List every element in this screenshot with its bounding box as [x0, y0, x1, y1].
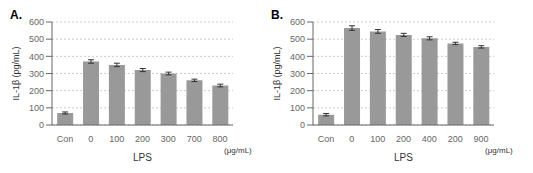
svg-text:100: 100 — [109, 134, 124, 144]
svg-text:500: 500 — [29, 34, 44, 44]
svg-text:200: 200 — [290, 86, 305, 96]
svg-text:200: 200 — [448, 134, 463, 144]
svg-text:0: 0 — [349, 134, 354, 144]
html-text:B.: B. — [271, 8, 283, 22]
svg-text:700: 700 — [187, 134, 202, 144]
svg-text:800: 800 — [213, 134, 228, 144]
svg-text:Con: Con — [57, 134, 74, 144]
svg-text:IL-1β (pg/mL): IL-1β (pg/mL) — [272, 46, 282, 100]
svg-text:(μg/mL): (μg/mL) — [224, 146, 252, 155]
svg-text:300: 300 — [290, 69, 305, 79]
svg-text:500: 500 — [290, 34, 305, 44]
svg-text:400: 400 — [422, 134, 437, 144]
html-text:A.: A. — [10, 8, 22, 22]
svg-text:200: 200 — [135, 134, 150, 144]
svg-text:300: 300 — [161, 134, 176, 144]
svg-text:100: 100 — [29, 103, 44, 113]
svg-text:200: 200 — [29, 86, 44, 96]
svg-text:300: 300 — [29, 69, 44, 79]
svg-text:900: 900 — [474, 134, 489, 144]
svg-text:LPS: LPS — [394, 152, 413, 163]
svg-text:0: 0 — [300, 120, 305, 130]
svg-text:LPS: LPS — [133, 152, 152, 163]
svg-text:600: 600 — [29, 17, 44, 27]
svg-text:0: 0 — [88, 134, 93, 144]
svg-text:600: 600 — [290, 17, 305, 27]
svg-text:0: 0 — [39, 120, 44, 130]
svg-text:100: 100 — [370, 134, 385, 144]
svg-text:200: 200 — [396, 134, 411, 144]
svg-text:Con: Con — [318, 134, 335, 144]
svg-text:100: 100 — [290, 103, 305, 113]
svg-text:(μg/mL): (μg/mL) — [485, 146, 513, 155]
svg-text:400: 400 — [290, 52, 305, 62]
svg-text:IL-1β (pg/mL): IL-1β (pg/mL) — [11, 46, 21, 100]
svg-text:400: 400 — [29, 52, 44, 62]
